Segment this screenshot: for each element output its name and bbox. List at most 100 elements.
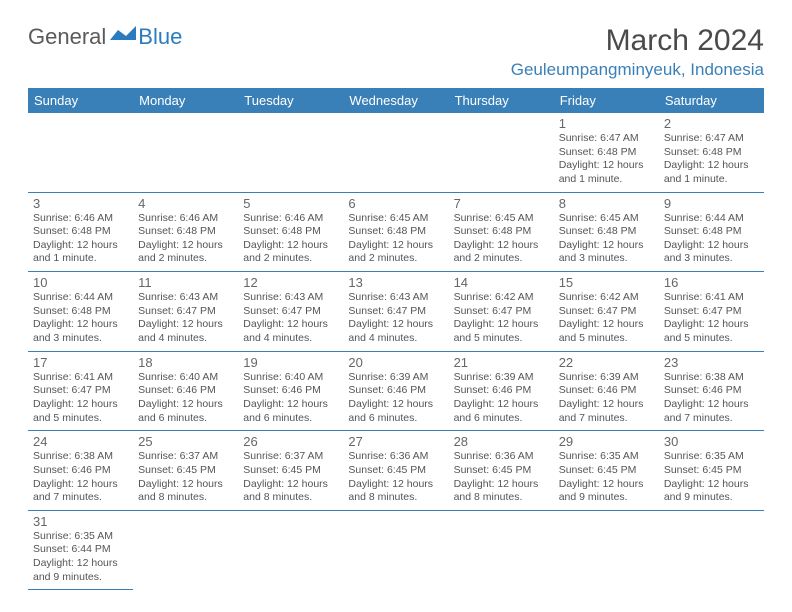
sunset-text: Sunset: 6:48 PM (33, 225, 128, 239)
daylight-text: Daylight: 12 hours and 4 minutes. (348, 318, 443, 345)
day-info: Sunrise: 6:36 AMSunset: 6:45 PMDaylight:… (454, 450, 549, 505)
day-number: 12 (243, 275, 338, 290)
sunrise-text: Sunrise: 6:36 AM (454, 450, 549, 464)
logo: General Blue (28, 24, 182, 50)
sunset-text: Sunset: 6:46 PM (664, 384, 759, 398)
day-number: 13 (348, 275, 443, 290)
day-info: Sunrise: 6:37 AMSunset: 6:45 PMDaylight:… (243, 450, 338, 505)
daylight-text: Daylight: 12 hours and 5 minutes. (664, 318, 759, 345)
day-info: Sunrise: 6:42 AMSunset: 6:47 PMDaylight:… (559, 291, 654, 346)
daylight-text: Daylight: 12 hours and 9 minutes. (664, 478, 759, 505)
sunset-text: Sunset: 6:48 PM (138, 225, 233, 239)
sunrise-text: Sunrise: 6:42 AM (559, 291, 654, 305)
day-number: 22 (559, 355, 654, 370)
sunrise-text: Sunrise: 6:43 AM (243, 291, 338, 305)
calendar-cell: 24Sunrise: 6:38 AMSunset: 6:46 PMDayligh… (28, 431, 133, 511)
calendar-cell: 27Sunrise: 6:36 AMSunset: 6:45 PMDayligh… (343, 431, 448, 511)
day-number: 15 (559, 275, 654, 290)
calendar-cell: 20Sunrise: 6:39 AMSunset: 6:46 PMDayligh… (343, 351, 448, 431)
daylight-text: Daylight: 12 hours and 7 minutes. (33, 478, 128, 505)
sunset-text: Sunset: 6:48 PM (33, 305, 128, 319)
day-number: 27 (348, 434, 443, 449)
calendar-cell: 12Sunrise: 6:43 AMSunset: 6:47 PMDayligh… (238, 272, 343, 352)
calendar-cell (238, 510, 343, 590)
day-number: 31 (33, 514, 128, 529)
sunset-text: Sunset: 6:46 PM (33, 464, 128, 478)
calendar-cell (554, 510, 659, 590)
sunrise-text: Sunrise: 6:47 AM (559, 132, 654, 146)
day-number: 2 (664, 116, 759, 131)
day-info: Sunrise: 6:40 AMSunset: 6:46 PMDaylight:… (138, 371, 233, 426)
location-text: Geuleumpangminyeuk, Indonesia (511, 60, 764, 80)
sunrise-text: Sunrise: 6:41 AM (33, 371, 128, 385)
daylight-text: Daylight: 12 hours and 4 minutes. (138, 318, 233, 345)
day-info: Sunrise: 6:38 AMSunset: 6:46 PMDaylight:… (33, 450, 128, 505)
logo-text-general: General (28, 24, 106, 50)
daylight-text: Daylight: 12 hours and 4 minutes. (243, 318, 338, 345)
daylight-text: Daylight: 12 hours and 7 minutes. (559, 398, 654, 425)
day-number: 24 (33, 434, 128, 449)
sunrise-text: Sunrise: 6:44 AM (664, 212, 759, 226)
sunrise-text: Sunrise: 6:35 AM (33, 530, 128, 544)
daylight-text: Daylight: 12 hours and 1 minute. (559, 159, 654, 186)
sunset-text: Sunset: 6:45 PM (243, 464, 338, 478)
sunset-text: Sunset: 6:48 PM (454, 225, 549, 239)
daylight-text: Daylight: 12 hours and 1 minute. (664, 159, 759, 186)
weekday-header: Monday (133, 88, 238, 113)
day-info: Sunrise: 6:44 AMSunset: 6:48 PMDaylight:… (33, 291, 128, 346)
day-info: Sunrise: 6:46 AMSunset: 6:48 PMDaylight:… (138, 212, 233, 267)
day-number: 14 (454, 275, 549, 290)
day-info: Sunrise: 6:46 AMSunset: 6:48 PMDaylight:… (33, 212, 128, 267)
day-info: Sunrise: 6:45 AMSunset: 6:48 PMDaylight:… (559, 212, 654, 267)
day-number: 4 (138, 196, 233, 211)
calendar-cell: 7Sunrise: 6:45 AMSunset: 6:48 PMDaylight… (449, 192, 554, 272)
day-info: Sunrise: 6:38 AMSunset: 6:46 PMDaylight:… (664, 371, 759, 426)
daylight-text: Daylight: 12 hours and 5 minutes. (559, 318, 654, 345)
daylight-text: Daylight: 12 hours and 7 minutes. (664, 398, 759, 425)
calendar-cell: 29Sunrise: 6:35 AMSunset: 6:45 PMDayligh… (554, 431, 659, 511)
day-info: Sunrise: 6:37 AMSunset: 6:45 PMDaylight:… (138, 450, 233, 505)
day-number: 20 (348, 355, 443, 370)
day-info: Sunrise: 6:44 AMSunset: 6:48 PMDaylight:… (664, 212, 759, 267)
calendar-cell (133, 113, 238, 192)
daylight-text: Daylight: 12 hours and 9 minutes. (559, 478, 654, 505)
calendar-cell: 15Sunrise: 6:42 AMSunset: 6:47 PMDayligh… (554, 272, 659, 352)
day-info: Sunrise: 6:45 AMSunset: 6:48 PMDaylight:… (454, 212, 549, 267)
sunrise-text: Sunrise: 6:45 AM (559, 212, 654, 226)
day-info: Sunrise: 6:36 AMSunset: 6:45 PMDaylight:… (348, 450, 443, 505)
sunset-text: Sunset: 6:47 PM (33, 384, 128, 398)
daylight-text: Daylight: 12 hours and 2 minutes. (348, 239, 443, 266)
sunrise-text: Sunrise: 6:41 AM (664, 291, 759, 305)
sunset-text: Sunset: 6:45 PM (138, 464, 233, 478)
sunrise-text: Sunrise: 6:40 AM (138, 371, 233, 385)
day-info: Sunrise: 6:45 AMSunset: 6:48 PMDaylight:… (348, 212, 443, 267)
day-number: 30 (664, 434, 759, 449)
calendar-cell (28, 113, 133, 192)
sunrise-text: Sunrise: 6:44 AM (33, 291, 128, 305)
sunrise-text: Sunrise: 6:46 AM (138, 212, 233, 226)
sunrise-text: Sunrise: 6:45 AM (348, 212, 443, 226)
daylight-text: Daylight: 12 hours and 3 minutes. (33, 318, 128, 345)
sunrise-text: Sunrise: 6:40 AM (243, 371, 338, 385)
day-number: 21 (454, 355, 549, 370)
calendar-cell: 28Sunrise: 6:36 AMSunset: 6:45 PMDayligh… (449, 431, 554, 511)
calendar-cell: 30Sunrise: 6:35 AMSunset: 6:45 PMDayligh… (659, 431, 764, 511)
calendar-cell (343, 510, 448, 590)
calendar-cell: 13Sunrise: 6:43 AMSunset: 6:47 PMDayligh… (343, 272, 448, 352)
day-number: 11 (138, 275, 233, 290)
calendar-cell (238, 113, 343, 192)
daylight-text: Daylight: 12 hours and 8 minutes. (348, 478, 443, 505)
sunset-text: Sunset: 6:46 PM (454, 384, 549, 398)
calendar-cell: 26Sunrise: 6:37 AMSunset: 6:45 PMDayligh… (238, 431, 343, 511)
day-number: 29 (559, 434, 654, 449)
title-block: March 2024 Geuleumpangminyeuk, Indonesia (511, 24, 764, 80)
sunset-text: Sunset: 6:46 PM (243, 384, 338, 398)
daylight-text: Daylight: 12 hours and 6 minutes. (454, 398, 549, 425)
calendar-cell (343, 113, 448, 192)
day-number: 28 (454, 434, 549, 449)
daylight-text: Daylight: 12 hours and 6 minutes. (348, 398, 443, 425)
sunrise-text: Sunrise: 6:46 AM (243, 212, 338, 226)
calendar-cell: 14Sunrise: 6:42 AMSunset: 6:47 PMDayligh… (449, 272, 554, 352)
calendar-cell: 1Sunrise: 6:47 AMSunset: 6:48 PMDaylight… (554, 113, 659, 192)
calendar-cell: 22Sunrise: 6:39 AMSunset: 6:46 PMDayligh… (554, 351, 659, 431)
